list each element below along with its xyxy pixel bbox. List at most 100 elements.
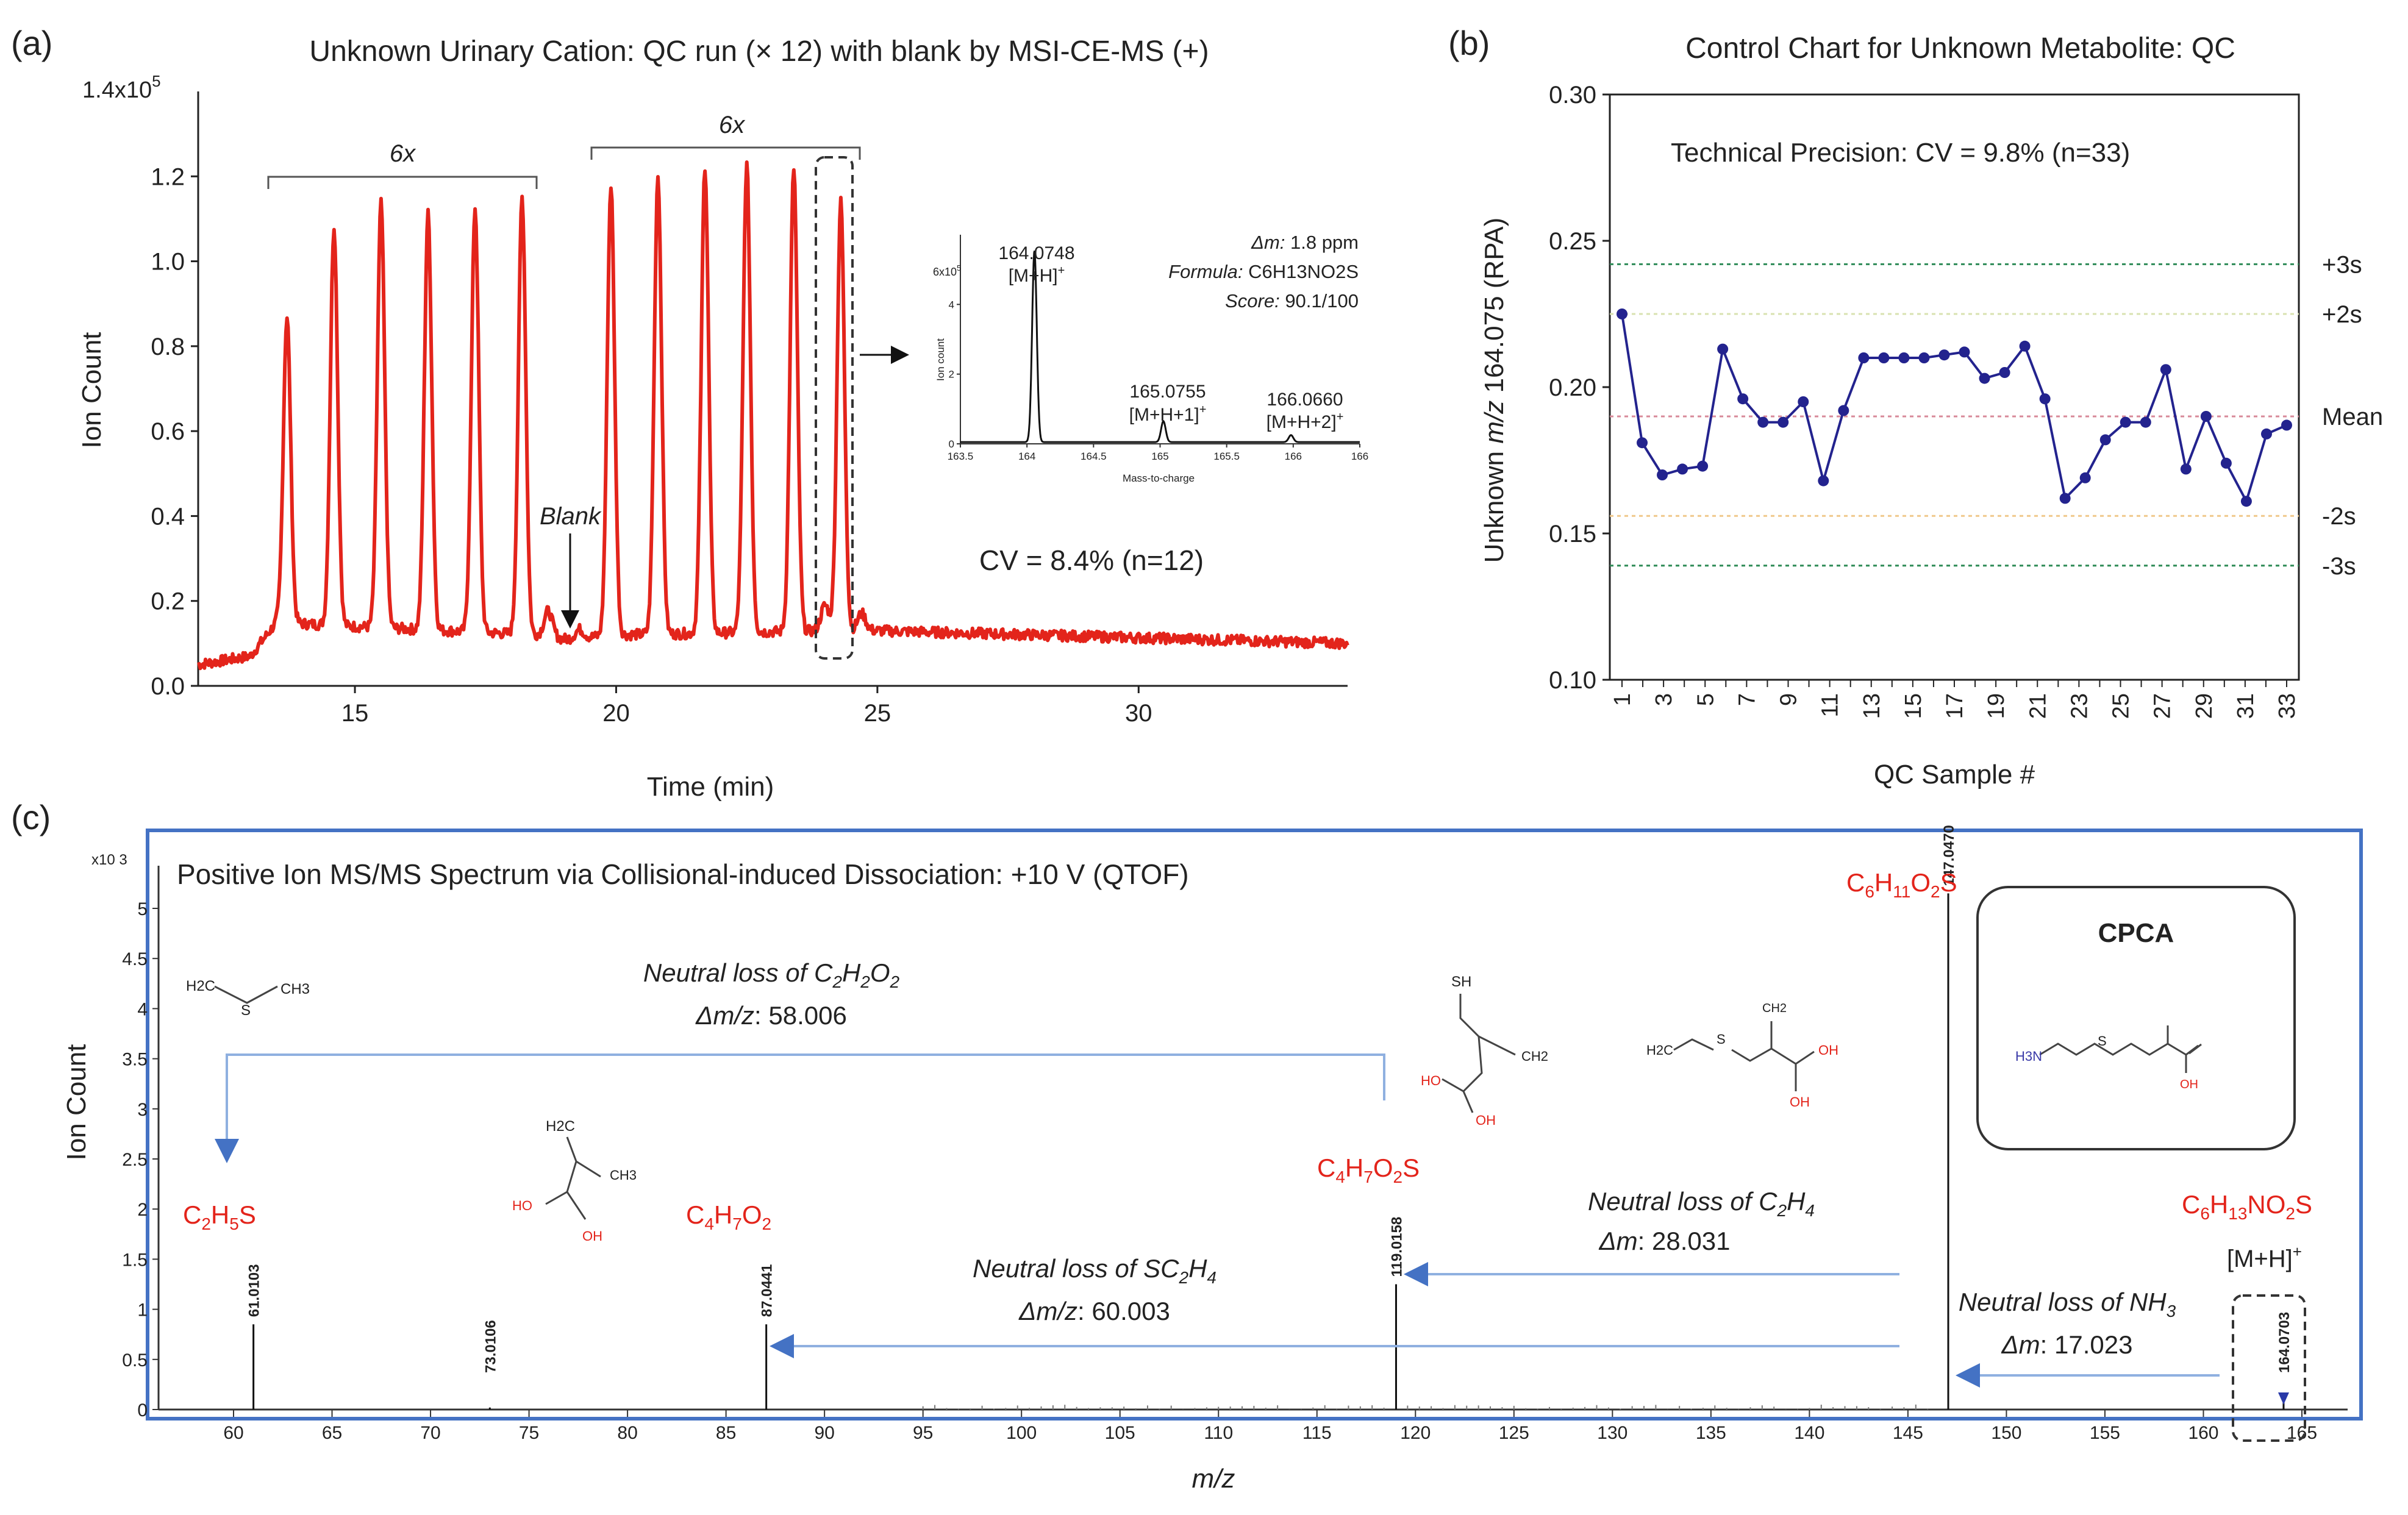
chart-b-point <box>1999 367 2010 378</box>
neutral-loss-nh3-value: Δm: 17.023 <box>2001 1330 2133 1359</box>
chart-c-y-tick-label: 3.5 <box>122 1050 148 1070</box>
inset-ticks: 0 2 4 163.5 164 164.5 165 165.5 166 166 <box>948 299 1368 462</box>
svg-text:OH: OH <box>1476 1113 1496 1128</box>
chart-b-control-label: -2s <box>2322 503 2356 530</box>
chart-a-x-label: Time (min) <box>647 772 774 802</box>
chart-c-y-tick-label: 4 <box>137 999 148 1019</box>
chart-b-x-tick-label: 13 <box>1859 693 1885 719</box>
chart-b-x-tick-label: 15 <box>1901 693 1926 719</box>
chart-b-point <box>1617 308 1627 319</box>
chart-b-point <box>2180 463 2192 475</box>
svg-text:CH3: CH3 <box>280 981 310 997</box>
chart-c-y-tick-label: 0.5 <box>122 1350 148 1371</box>
neutral-loss-nh3: Neutral loss of NH3 <box>1959 1288 2176 1321</box>
chart-b-point <box>2220 457 2232 469</box>
chart-a-x-ticks: 15 20 25 30 <box>341 686 1152 727</box>
structure-c2h5s: H2C S CH3 <box>186 978 310 1019</box>
panel-label-b: (b) <box>1448 24 1490 62</box>
arrow-loss-c2h2o2 <box>215 1053 1385 1163</box>
inset-delta-m: Δm: 1.8 ppm <box>1251 232 1359 253</box>
svg-text:SH: SH <box>1451 974 1471 990</box>
fragment-c6h13no2s: C6H13NO2S <box>2182 1190 2312 1223</box>
chart-b-plot-frame <box>1609 93 2300 681</box>
chart-b-x-tick-label: 23 <box>2067 693 2092 719</box>
chart-c-x-tick-label: 140 <box>1794 1423 1824 1443</box>
chart-c-noise <box>922 1404 1929 1410</box>
chart-c-y-tick-label: 2.5 <box>122 1150 148 1170</box>
chart-b-point <box>1898 352 1910 363</box>
chart-c-y-multiplier: x10 3 <box>91 852 127 868</box>
chart-c-x-tick-label: 80 <box>617 1423 637 1443</box>
chart-a-x-tick-label: 25 <box>864 700 891 727</box>
chart-b-x-tick-label: 19 <box>1984 693 2009 719</box>
inset-x-tick-label: 166 <box>1351 451 1368 462</box>
chart-c-x-tick-label: 60 <box>223 1423 243 1443</box>
svg-text:CH3: CH3 <box>610 1167 637 1183</box>
chart-b-points <box>1617 308 2292 507</box>
chart-b-control-label: -3s <box>2322 553 2356 580</box>
inset-y-top: 6x105 <box>933 263 961 278</box>
chart-b-x-ticks: 1 3 5 7 9 11 13 15 17 19 21 23 25 27 29 31 33 <box>1610 680 2300 719</box>
chart-b-x-tick-label: 29 <box>2192 693 2217 719</box>
neutral-loss-c2h2o2-value: Δm/z: 58.006 <box>695 1001 847 1030</box>
chart-b-y-tick-label: 0.20 <box>1549 374 1596 401</box>
chart-b-annotation: Technical Precision: CV = 9.8% (n=33) <box>1671 138 2130 168</box>
chart-c-y-tick-label: 4.5 <box>122 949 148 969</box>
chart-c-peak-label: 61.0103 <box>246 1264 263 1317</box>
chart-b-point <box>2260 428 2272 440</box>
chart-b-point <box>1637 437 1648 449</box>
chart-c-x-tick-label: 155 <box>2090 1423 2120 1443</box>
inset-y-tick-label: 4 <box>949 299 954 310</box>
chart-a-y-tick-label: 1.0 <box>151 249 185 276</box>
chart-a-y-ticks: 0.0 0.2 0.4 0.6 0.8 1.0 1.2 <box>151 163 198 700</box>
panel-a: (a) Unknown Urinary Cation: QC run (× 12… <box>11 24 1368 802</box>
chart-c-x-tick-label: 135 <box>1696 1423 1726 1443</box>
label-6x-group-1: 6x <box>390 140 416 167</box>
inset-peak-label-3-mz: 166.0660 <box>1267 390 1343 410</box>
chart-a-y-tick-label: 0.8 <box>151 333 185 360</box>
label-cv-a: CV = 8.4% (n=12) <box>979 544 1204 576</box>
chart-b-x-tick-label: 7 <box>1734 693 1760 706</box>
inset-x-label: Mass-to-charge <box>1123 472 1195 484</box>
cpca-sulfur: S <box>2098 1033 2107 1049</box>
inset-y-tick-label: 0 <box>949 438 954 450</box>
chart-b-x-tick-label: 27 <box>2150 693 2176 719</box>
highlight-box-precursor <box>2232 1294 2306 1442</box>
chart-c-x-tick-label: 130 <box>1597 1423 1627 1443</box>
chart-b-control-label: +3s <box>2322 251 2362 278</box>
chart-a-x-tick-label: 15 <box>341 700 369 727</box>
chart-b-point <box>2120 416 2131 428</box>
panel-label-a: (a) <box>11 24 52 62</box>
chart-c-peak-label: 119.0158 <box>1388 1217 1405 1277</box>
chart-b-x-tick-label: 5 <box>1693 693 1718 706</box>
chart-b-point <box>1657 469 1668 480</box>
chart-c-y-tick-label: 0 <box>137 1400 148 1421</box>
chart-a-x-tick-label: 20 <box>602 700 630 727</box>
chart-b-point <box>1777 416 1789 428</box>
chart-b-point <box>1878 352 1890 363</box>
chart-a-y-tick-label: 1.2 <box>151 163 185 190</box>
chart-c-peaks: 61.0103 73.0106 87.0441 119.0158 147.0470 164… <box>246 825 2293 1410</box>
precursor-marker <box>2278 1392 2289 1405</box>
chart-a-series-line <box>197 160 1349 671</box>
chart-c-x-tick-label: 120 <box>1400 1423 1431 1443</box>
chart-b-series-line <box>1621 313 2287 505</box>
svg-text:CH2: CH2 <box>1521 1049 1548 1064</box>
structure-c4h7o2: H2C CH3 HO OH <box>512 1118 637 1244</box>
fragment-c4h7o2: C4H7O2 <box>686 1200 771 1233</box>
inset-formula: Formula: C6H13NO2S <box>1168 261 1359 282</box>
fragment-c6h11o2s: C6H11O2S <box>1846 868 1957 901</box>
svg-text:H2C: H2C <box>186 978 215 994</box>
chart-c-y-tick-label: 3 <box>137 1100 148 1120</box>
inset-peak-label-3-ion: [M+H+2]+ <box>1267 410 1344 432</box>
chart-b-x-tick-label: 33 <box>2274 693 2300 719</box>
inset-spectrum-line <box>960 251 1360 443</box>
chart-a-y-label: Ion Count <box>77 332 107 449</box>
inset-x-tick-label: 164 <box>1018 451 1035 462</box>
chart-a-inset: 0 2 4 163.5 164 164.5 165 165.5 166 166 6x105 Ion… <box>933 232 1368 484</box>
inset-peak-label-1-mz: 164.0748 <box>998 243 1074 263</box>
chart-c-x-tick-label: 160 <box>2188 1423 2218 1443</box>
chart-b-point <box>1798 396 1809 407</box>
inset-y-tick-label: 2 <box>949 369 954 380</box>
